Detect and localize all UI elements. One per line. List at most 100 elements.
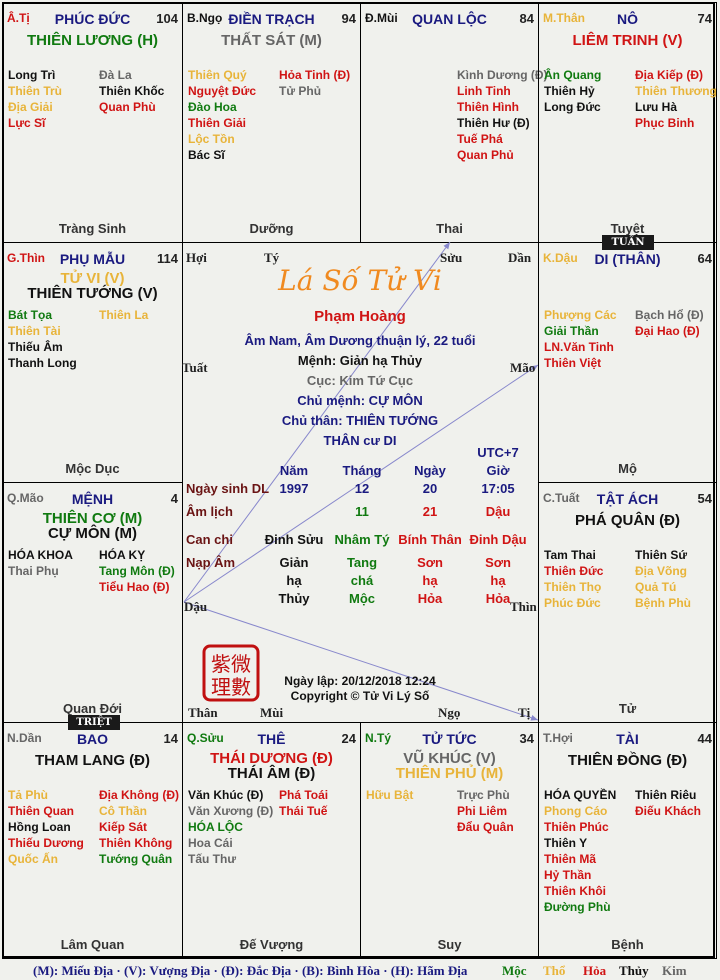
palace-age: 4: [170, 491, 178, 506]
minor-star: Thiên Phúc: [544, 820, 609, 834]
palace-3[interactable]: Đ.Mùi QUAN LỘC 84 Kình Dương (Đ) Linh Tinh Th…: [360, 2, 548, 243]
minor-star: Ân Quang: [544, 68, 602, 82]
minor-star: Thiên Trù: [8, 84, 62, 98]
palace-age: 44: [697, 731, 712, 746]
cuc-info: Cục: Kim Tứ Cục: [306, 373, 414, 388]
element-legend-item: Thủy: [619, 963, 649, 978]
minor-star: Quốc Ấn: [8, 852, 58, 866]
minor-star: Đà La: [99, 68, 132, 82]
palace-name: ĐIỀN TRẠCH: [228, 11, 315, 27]
main-star: PHÁ QUÂN (Đ): [575, 512, 680, 529]
minor-stars-right: Đà La Thiên Khốc Quan Phù: [99, 67, 164, 115]
palace-12[interactable]: T.Hợi TÀI 44 THIÊN ĐỒNG (Đ) HÓA QUYỀN Phong C…: [538, 722, 717, 959]
palace-9[interactable]: N.Dần BAO 14 THAM LANG (Đ) Tả Phù Thiên Quan H…: [2, 722, 183, 959]
branch-label-suu: Sửu: [440, 250, 463, 265]
napam-value: Mộc: [349, 591, 375, 606]
main-star: THIÊN PHỦ (M): [395, 765, 504, 782]
life-stage: Bệnh: [611, 937, 644, 952]
minor-star: Đường Phù: [544, 900, 611, 914]
col-header: Năm: [279, 463, 309, 478]
life-stage: Dưỡng: [249, 221, 294, 236]
palace-header: N.Tý TỬ TỨC 34: [365, 731, 534, 747]
minor-stars-left: Tả Phù Thiên Quan Hồng Loan Thiếu Dương Quốc…: [8, 787, 84, 867]
minor-stars-left: HÓA QUYỀN Phong Cáo Thiên Phúc Thiên Y Thiên…: [544, 787, 616, 915]
minor-star: Văn Khúc (Đ): [188, 788, 264, 802]
palace-7[interactable]: Q.Mão MỆNH 4 THIÊN CƠ (M) CỰ MÔN (M) HÓA KHOA…: [2, 482, 183, 723]
minor-star: Thiên Thọ: [544, 580, 602, 594]
main-stars: THIÊN LƯƠNG (H): [3, 33, 182, 48]
minor-star: Quan Phù: [99, 100, 156, 114]
minor-star: Bạch Hổ (Đ): [635, 308, 704, 322]
palace-8[interactable]: C.Tuất TẬT ÁCH 54 PHÁ QUÂN (Đ) Tam Thai Thiên…: [538, 482, 717, 723]
napam-value: Thủy: [278, 591, 310, 606]
palace-age: 14: [163, 731, 178, 746]
palace-branch: G.Thìn: [7, 251, 45, 265]
minor-stars-right: Kình Dương (Đ) Linh Tinh Thiên Hình Thiên H…: [457, 67, 548, 163]
minor-star: Thiếu Âm: [8, 340, 63, 354]
palace-age: 34: [519, 731, 534, 746]
minor-star: Điếu Khách: [635, 804, 702, 818]
branch-label-ti: Tị: [518, 705, 531, 720]
chu-than: Chủ thân: THIÊN TƯỚNG: [281, 413, 439, 428]
main-stars: PHÁ QUÂN (Đ): [539, 513, 716, 528]
minor-star: Phi Liêm: [457, 804, 508, 818]
aspect-line: [183, 601, 538, 721]
minor-star: Địa Giải: [8, 100, 53, 114]
main-stars: VŨ KHÚC (V) THIÊN PHỦ (M): [361, 751, 538, 781]
minor-star: Tam Thai: [544, 548, 596, 562]
minor-star: Thanh Long: [8, 356, 77, 370]
napam-value: Hỏa: [417, 591, 443, 606]
minor-star: Hữu Bật: [366, 788, 414, 802]
solar-value: 1997: [279, 481, 309, 496]
minor-stars-right: Bạch Hổ (Đ) Đại Hao (Đ): [635, 307, 704, 339]
main-star: CỰ MÔN (M): [47, 525, 138, 542]
created-date: Ngày lập: 20/12/2018 12:24: [284, 674, 436, 688]
seal-stamp: 紫微 理數: [202, 644, 260, 702]
palace-name: TỬ TỨC: [422, 731, 477, 747]
minor-star: Thiên Tài: [8, 324, 61, 338]
minor-star: Nguyệt Đức: [188, 84, 257, 98]
main-star: THIÊN LƯƠNG (H): [26, 32, 159, 49]
palace-4[interactable]: M.Thân NÔ 74 LIÊM TRINH (V) Ân Quang Thiên Hỷ…: [538, 2, 717, 243]
palace-branch: T.Hợi: [543, 731, 573, 745]
minor-stars-right: Thiên Sứ Địa Võng Quả Tú Bệnh Phù: [635, 547, 691, 611]
life-stage: Suy: [437, 937, 462, 952]
life-stage: Lâm Quan: [60, 937, 125, 952]
canchi-value: Đinh Sửu: [264, 532, 324, 547]
palace-header: M.Thân NÔ 74: [543, 11, 712, 27]
palace-branch: Q.Sửu: [187, 731, 224, 745]
chart-board: [2, 2, 715, 958]
napam-value: hạ: [422, 573, 438, 588]
main-star: LIÊM TRINH (V): [572, 32, 683, 49]
solar-value: 12: [354, 481, 370, 496]
aspect-line: [183, 242, 451, 603]
palace-age: 54: [697, 491, 712, 506]
element-legend-item: Kim: [662, 963, 687, 978]
palace-6[interactable]: K.Dậu DI (THÂN) 64 Phượng Các Giải Thần LN.Vă…: [538, 242, 717, 483]
life-stage: Tràng Sinh: [58, 221, 127, 236]
minor-star: Thiên Không: [99, 836, 173, 850]
palace-branch: B.Ngọ: [187, 11, 223, 25]
napam-label: Nạp Âm: [186, 555, 236, 570]
palace-2[interactable]: B.Ngọ ĐIỀN TRẠCH 94 THẤT SÁT (M) Thiên Quý Ng…: [182, 2, 361, 243]
palace-1[interactable]: Â.Tị PHÚC ĐỨC 104 THIÊN LƯƠNG (H) Long Trì Th…: [2, 2, 183, 243]
minor-star: Phúc Đức: [544, 596, 601, 610]
palace-11[interactable]: N.Tý TỬ TỨC 34 VŨ KHÚC (V) THIÊN PHỦ (M) Hữu …: [360, 722, 539, 959]
element-legend-item: Hỏa: [583, 963, 607, 978]
palace-header: Â.Tị PHÚC ĐỨC 104: [7, 11, 178, 27]
minor-star: HÓA QUYỀN: [544, 788, 617, 802]
branch-label-ty: Tý: [264, 250, 280, 265]
solar-value: 20: [422, 481, 438, 496]
minor-star: Bác Sĩ: [188, 148, 225, 162]
palace-5[interactable]: G.Thìn PHỤ MẪU 114 TỬ VI (V) THIÊN TƯỚNG (V)…: [2, 242, 183, 483]
element-legend-item: Mộc: [502, 963, 527, 978]
minor-star: Linh Tinh: [457, 84, 511, 98]
main-stars: THÁI DƯƠNG (Đ) THÁI ÂM (Đ): [183, 751, 360, 781]
lunar-value: 21: [422, 504, 438, 519]
col-header: Giờ: [486, 463, 510, 478]
minor-stars-right: Hỏa Tinh (Đ) Tử Phủ: [279, 67, 350, 99]
palace-header: K.Dậu DI (THÂN) 64: [543, 251, 712, 267]
palace-10[interactable]: Q.Sửu THÊ 24 THÁI DƯƠNG (Đ) THÁI ÂM (Đ) Văn K…: [182, 722, 361, 959]
main-stars: THIÊN ĐỒNG (Đ): [539, 753, 716, 768]
minor-stars-right: Địa Kiếp (Đ) Thiên Thương Lưu Hà Phục Binh: [635, 67, 717, 131]
